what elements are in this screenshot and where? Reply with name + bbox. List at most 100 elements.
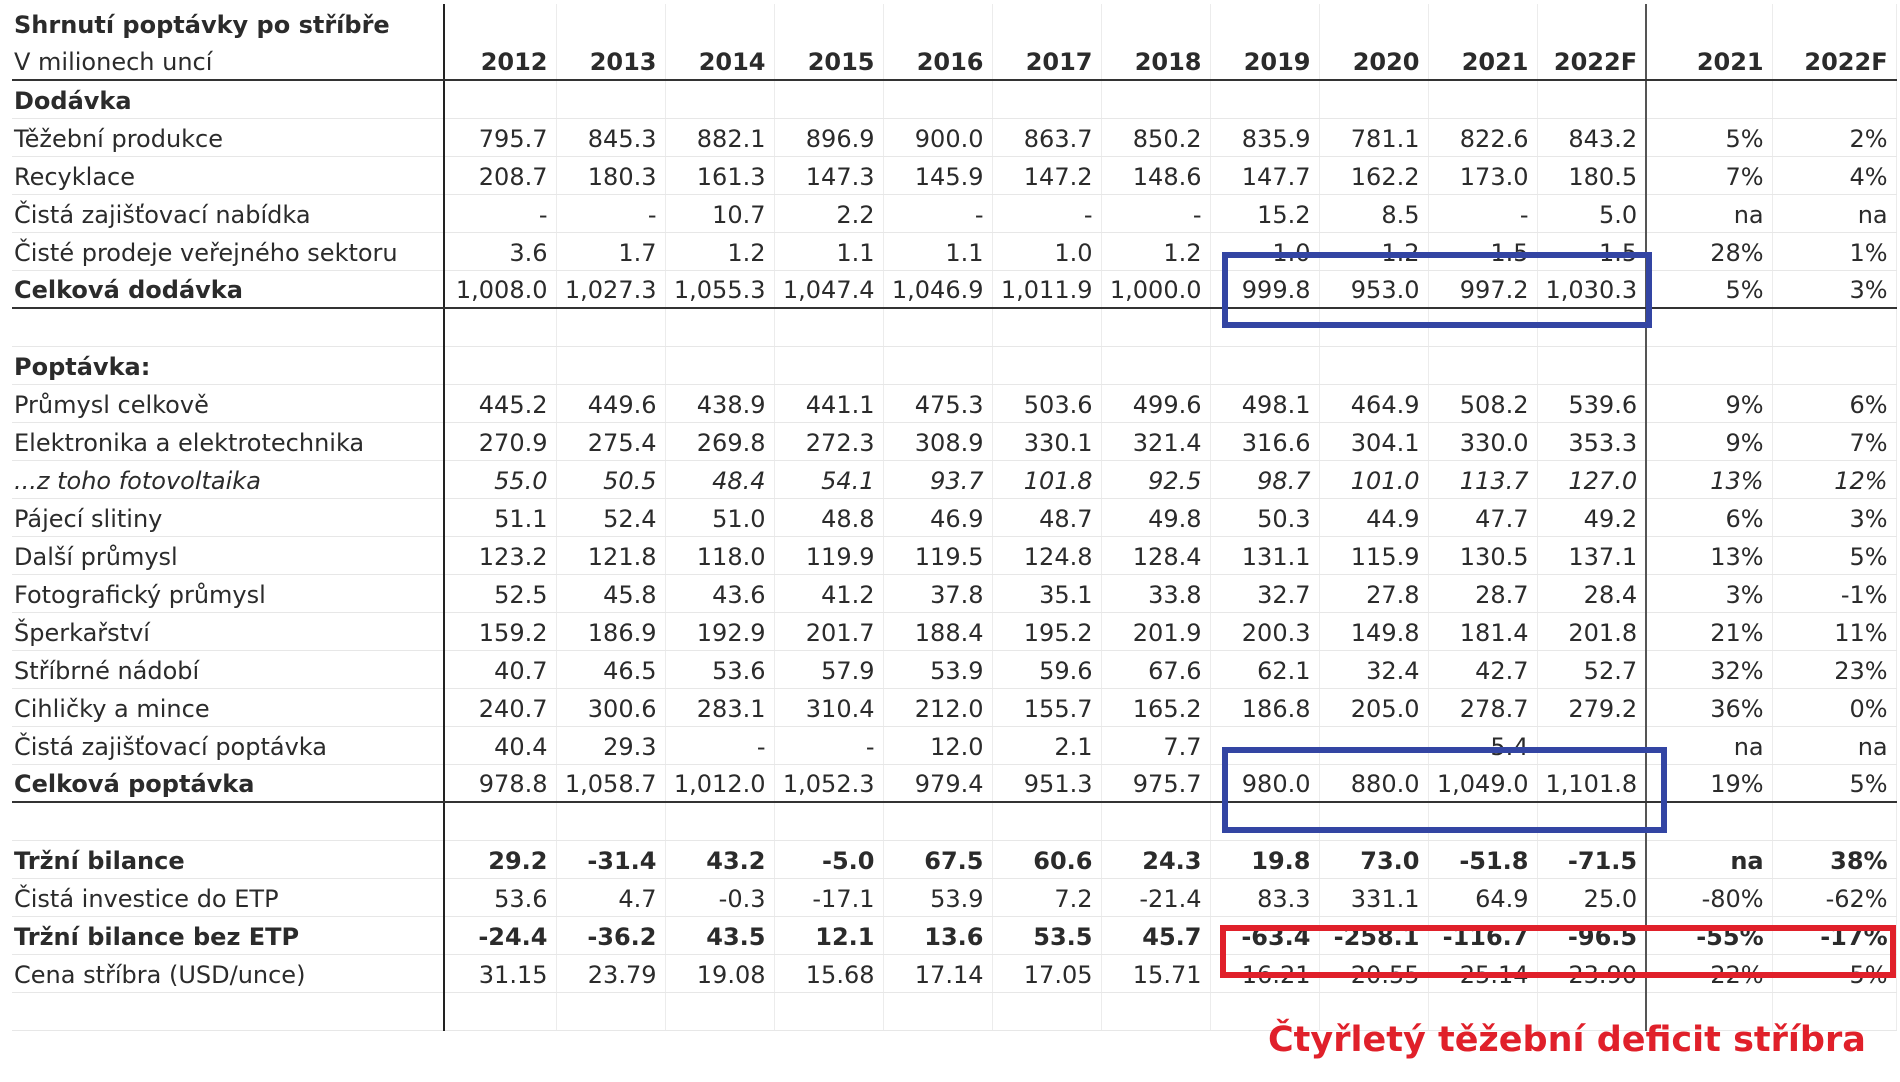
value-cell: [1101, 80, 1211, 119]
value-cell: 464.9: [1319, 384, 1429, 423]
value-cell: 498.1: [1210, 384, 1320, 423]
change-cell: 23%: [1772, 650, 1897, 689]
change-cell: 6%: [1772, 384, 1897, 423]
value-cell: 42.7: [1428, 650, 1538, 689]
value-cell: 101.0: [1319, 460, 1429, 499]
value-cell: 1.1: [883, 232, 993, 271]
table-row: ...z toho fotovoltaika 55.0 50.5 48.4 54.1 93…: [12, 460, 1897, 499]
spacer-cell: [556, 802, 666, 841]
empty-cell: [1319, 992, 1429, 1031]
value-cell: 283.1: [665, 688, 775, 727]
value-cell: 835.9: [1210, 118, 1320, 157]
change-cell: 6%: [1645, 498, 1773, 537]
empty-cell: [774, 992, 884, 1031]
value-cell: -: [1210, 726, 1320, 765]
empty-cell: [1772, 992, 1897, 1031]
empty-cell: [1101, 992, 1211, 1031]
value-cell: -: [1428, 194, 1538, 233]
spacer-cell: [1645, 308, 1773, 347]
value-cell: 52.7: [1537, 650, 1647, 689]
highlight-box-total-demand: [1222, 747, 1667, 833]
change-cell: 3%: [1645, 574, 1773, 613]
value-cell: 15.68: [774, 954, 884, 993]
table-row: Recyklace 208.7 180.3 161.3 147.3 145.9 147.2 1…: [12, 156, 1897, 195]
title-empty-cell: [1772, 4, 1897, 42]
value-cell: 41.2: [774, 574, 884, 613]
value-cell: 32.7: [1210, 574, 1320, 613]
value-cell: 1,101.8: [1537, 764, 1647, 803]
value-cell: 539.6: [1537, 384, 1647, 423]
deficit-caption: Čtyřletý těžební deficit stříbra: [1268, 1020, 1866, 1060]
spacer-cell: [12, 308, 445, 347]
value-cell: 60.6: [992, 840, 1102, 879]
value-cell: [883, 346, 993, 385]
change-cell: na: [1772, 726, 1897, 765]
value-cell: [1537, 346, 1647, 385]
row-label: Čistá zajišťovací nabídka: [12, 194, 445, 233]
value-cell: -5.0: [774, 840, 884, 879]
value-cell: 159.2: [444, 612, 557, 651]
row-label: Recyklace: [12, 156, 445, 195]
table-row: Fotografický průmysl 52.5 45.8 43.6 41.2 37.8…: [12, 574, 1897, 613]
value-cell: 19.08: [665, 954, 775, 993]
value-cell: 2.2: [774, 194, 884, 233]
value-cell: [1101, 346, 1211, 385]
value-cell: 43.2: [665, 840, 775, 879]
highlight-box-deficit: [1220, 925, 1896, 978]
empty-cell: [444, 992, 557, 1031]
year-header: 2016: [883, 42, 993, 81]
value-cell: 979.4: [883, 764, 993, 803]
value-cell: 49.8: [1101, 498, 1211, 537]
value-cell: 180.5: [1537, 156, 1647, 195]
value-cell: [556, 80, 666, 119]
value-cell: 1,011.9: [992, 270, 1102, 309]
value-cell: 45.7: [1101, 916, 1211, 955]
value-cell: 1,012.0: [665, 764, 775, 803]
value-cell: -96.5: [1537, 916, 1647, 955]
row-label: Poptávka:: [12, 346, 445, 385]
row-label: Cena stříbra (USD/unce): [12, 954, 445, 993]
value-cell: 46.9: [883, 498, 993, 537]
empty-cell: [12, 992, 445, 1031]
value-cell: -: [444, 194, 557, 233]
value-cell: 188.4: [883, 612, 993, 651]
value-cell: 93.7: [883, 460, 993, 499]
empty-cell: [665, 992, 775, 1031]
value-cell: 124.8: [992, 536, 1102, 575]
spacer-cell: [1319, 802, 1429, 841]
value-cell: [556, 346, 666, 385]
change-cell: 2%: [1772, 118, 1897, 157]
change-cell: 36%: [1645, 688, 1773, 727]
title-empty-cell: [1428, 4, 1538, 42]
value-cell: 308.9: [883, 422, 993, 461]
table-row: Tržní bilance 29.2 -31.4 43.2 -5.0 67.5 60.6 24…: [12, 840, 1897, 879]
value-cell: -: [1319, 726, 1429, 765]
change-cell: 12%: [1772, 460, 1897, 499]
year-header: 2017: [992, 42, 1102, 81]
value-cell: 19.8: [1210, 840, 1320, 879]
year-header: 2014: [665, 42, 775, 81]
value-cell: 201.7: [774, 612, 884, 651]
change-cell: 13%: [1645, 460, 1773, 499]
value-cell: [665, 346, 775, 385]
row-label: Celková dodávka: [12, 270, 445, 309]
value-cell: 997.2: [1428, 270, 1538, 309]
empty-cell: [1645, 992, 1773, 1031]
empty-cell: [1210, 992, 1320, 1031]
value-cell: 29.3: [556, 726, 666, 765]
year-header: 2022F: [1537, 42, 1647, 81]
table-row: Další průmysl 123.2 121.8 118.0 119.9 119.5 12…: [12, 536, 1897, 575]
value-cell: 53.5: [992, 916, 1102, 955]
empty-cell: [992, 992, 1102, 1031]
value-cell: 205.0: [1319, 688, 1429, 727]
change-cell: -80%: [1645, 878, 1773, 917]
value-cell: 148.6: [1101, 156, 1211, 195]
row-label: Fotografický průmysl: [12, 574, 445, 613]
empty-cell: [1537, 992, 1647, 1031]
empty-cell: [883, 992, 993, 1031]
value-cell: 201.8: [1537, 612, 1647, 651]
value-cell: 98.7: [1210, 460, 1320, 499]
value-cell: 186.8: [1210, 688, 1320, 727]
change-cell: 7%: [1645, 156, 1773, 195]
value-cell: 15.2: [1210, 194, 1320, 233]
